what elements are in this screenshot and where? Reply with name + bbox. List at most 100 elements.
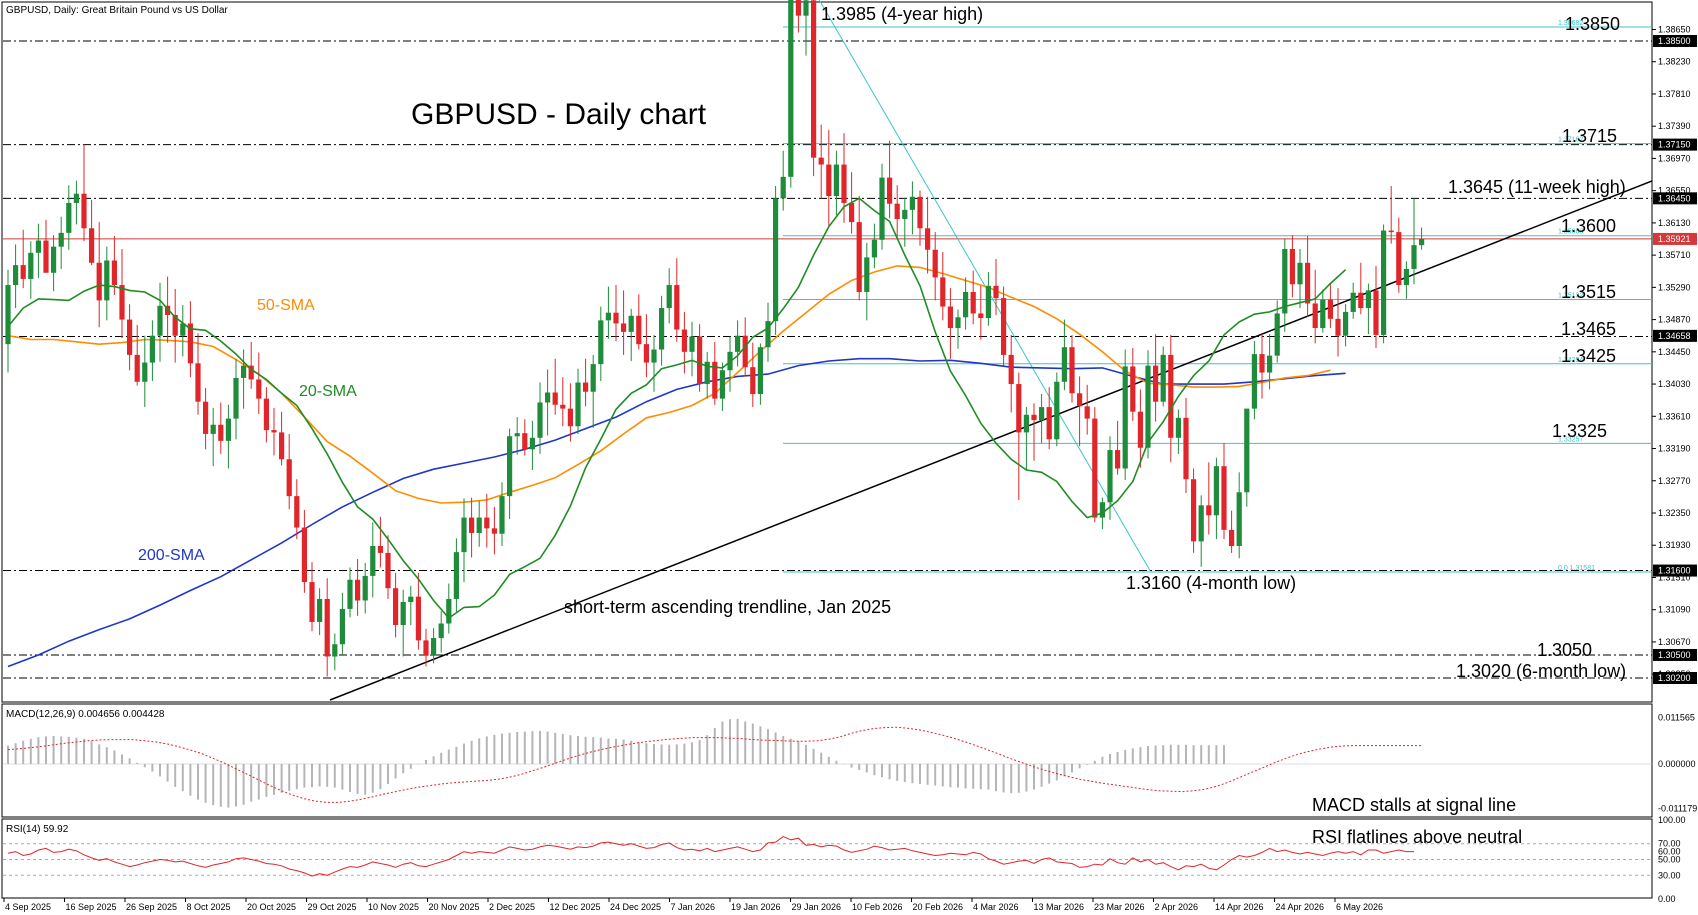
trendline bbox=[329, 180, 1653, 701]
candle-body bbox=[917, 196, 923, 229]
macd-label: MACD(12,26,9) 0.004656 0.004428 bbox=[6, 709, 165, 720]
rsi-tick-label: 50.00 bbox=[1658, 855, 1681, 865]
sma20-path bbox=[7, 197, 1347, 620]
candle-body bbox=[560, 404, 566, 409]
macd-indicator bbox=[3, 718, 1652, 808]
annotation-1-3425: 1.3425 bbox=[1561, 346, 1616, 366]
candle-body bbox=[51, 246, 57, 273]
candle-body bbox=[476, 517, 482, 533]
candle-body bbox=[1327, 299, 1333, 319]
candle-body bbox=[1130, 366, 1136, 412]
candle-body bbox=[803, 0, 809, 16]
candle-body bbox=[423, 640, 429, 656]
candle-body bbox=[446, 598, 452, 624]
price-box-label: 1.37150 bbox=[1658, 140, 1691, 150]
candle-body bbox=[666, 285, 672, 309]
candle-body bbox=[35, 240, 41, 253]
candle-body bbox=[887, 177, 893, 204]
candle-body bbox=[362, 575, 368, 601]
date-tick-label: 6 May 2026 bbox=[1336, 902, 1383, 912]
candle-body bbox=[1297, 262, 1303, 285]
candle-body bbox=[1191, 479, 1197, 542]
candle-body bbox=[263, 398, 269, 431]
candle-body bbox=[1320, 299, 1326, 329]
candle-body bbox=[1229, 529, 1235, 546]
rsi-tick-label: 60.00 bbox=[1658, 847, 1681, 857]
rsi-tick-label: 30.00 bbox=[1658, 870, 1681, 880]
price-tick-label: 1.33610 bbox=[1658, 411, 1691, 421]
candle-body bbox=[947, 306, 953, 329]
candle-body bbox=[431, 638, 437, 656]
candle-body bbox=[567, 408, 573, 427]
candle-body bbox=[993, 285, 999, 299]
sma200-label: 200-SMA bbox=[138, 547, 205, 564]
date-tick-label: 23 Mar 2026 bbox=[1094, 902, 1145, 912]
candle-body bbox=[142, 362, 148, 382]
candle-body bbox=[970, 291, 976, 314]
candle-body bbox=[111, 260, 117, 286]
candle-body bbox=[1259, 354, 1265, 373]
candle-body bbox=[659, 308, 665, 350]
candle-body bbox=[96, 262, 102, 301]
rsi-indicator bbox=[3, 836, 1652, 877]
candle-body bbox=[1350, 292, 1356, 312]
date-tick-label: 19 Jan 2026 bbox=[731, 902, 781, 912]
candle-body bbox=[393, 588, 399, 626]
candle-body bbox=[324, 598, 330, 657]
macd-panel-frame bbox=[1, 703, 1653, 818]
price-box bbox=[1653, 35, 1697, 47]
candle-body bbox=[780, 176, 786, 199]
sma200-path bbox=[7, 357, 1346, 668]
annotation-1-3850: 1.3850 bbox=[1565, 14, 1620, 34]
candle-body bbox=[355, 579, 361, 601]
macd-tick-label: -0.011179 bbox=[1658, 804, 1697, 814]
date-tick-label: 14 Apr 2026 bbox=[1215, 902, 1264, 912]
candle-body bbox=[575, 382, 581, 427]
candle-body bbox=[1358, 292, 1364, 309]
candle-body bbox=[66, 202, 72, 233]
candle-body bbox=[583, 382, 589, 392]
price-box-label: 1.34658 bbox=[1658, 331, 1691, 341]
candle-body bbox=[643, 344, 649, 363]
date-tick-label: 20 Oct 2025 bbox=[247, 902, 296, 912]
ascending-trendline bbox=[329, 180, 1653, 701]
candle-body bbox=[1092, 418, 1098, 518]
fib-level-label: 1.35132 bbox=[1558, 292, 1583, 299]
candle-body bbox=[507, 436, 513, 497]
candle-body bbox=[522, 433, 528, 450]
date-tick-label: 20 Feb 2026 bbox=[913, 902, 964, 912]
candle-body bbox=[301, 527, 307, 583]
candle-body bbox=[818, 157, 824, 165]
price-axis: 1.38650 1.38230 1.37810 1.37390 1.36970 1.365… bbox=[1652, 24, 1697, 904]
date-tick-label: 26 Sep 2025 bbox=[126, 902, 177, 912]
candle-body bbox=[1403, 268, 1409, 286]
price-tick-label: 1.34030 bbox=[1658, 379, 1691, 389]
candle-body bbox=[377, 545, 383, 553]
candle-body bbox=[1039, 407, 1045, 421]
candle-body bbox=[286, 459, 292, 497]
price-tick-label: 1.32770 bbox=[1658, 476, 1691, 486]
date-tick-label: 2 Apr 2026 bbox=[1155, 902, 1199, 912]
candle-body bbox=[499, 496, 505, 534]
candle-body bbox=[879, 177, 885, 240]
annotation-1-3715: 1.3715 bbox=[1562, 126, 1617, 146]
candle-body bbox=[1396, 232, 1402, 286]
candle-body bbox=[940, 277, 946, 307]
price-box-label: 1.36450 bbox=[1658, 193, 1691, 203]
price-tick-label: 1.35290 bbox=[1658, 282, 1691, 292]
candle-body bbox=[552, 392, 558, 405]
price-box bbox=[1653, 648, 1697, 661]
annotation-1-3050: 1.3050 bbox=[1537, 640, 1592, 660]
candle-body bbox=[1016, 384, 1022, 433]
candle-body bbox=[985, 285, 991, 319]
price-box-label: 1.30500 bbox=[1658, 650, 1691, 660]
candle-body bbox=[89, 228, 95, 263]
price-tick-label: 1.31510 bbox=[1658, 572, 1691, 582]
candle-body bbox=[1183, 417, 1189, 480]
candle-body bbox=[1388, 230, 1394, 233]
sma50-path bbox=[7, 265, 1331, 504]
candle-body bbox=[628, 315, 634, 332]
date-tick-label: 2 Dec 2025 bbox=[489, 902, 535, 912]
candle-body bbox=[469, 517, 475, 533]
sma50-label: 50-SMA bbox=[257, 297, 315, 314]
